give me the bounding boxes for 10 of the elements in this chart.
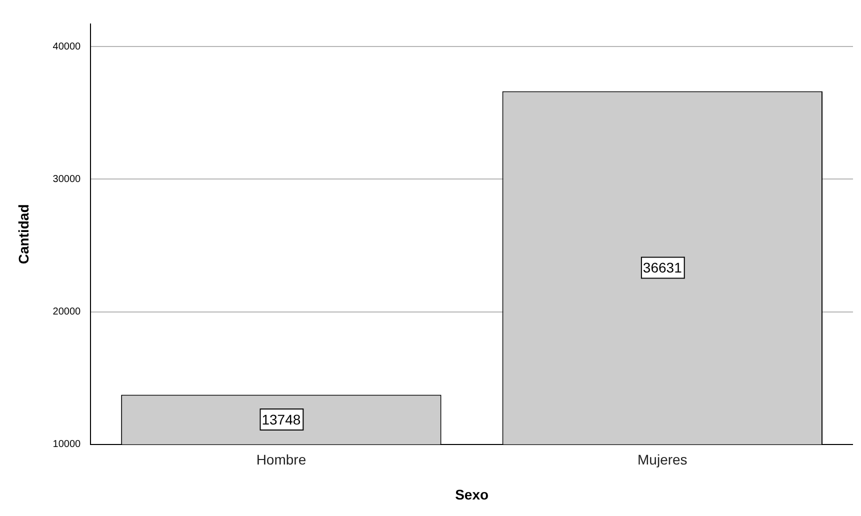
x-tick-label: Hombre [256, 452, 306, 468]
data-label: 13748 [262, 411, 301, 428]
y-axis-title: Cantidad [15, 204, 32, 264]
y-tick-label: 20000 [52, 306, 82, 318]
y-tick-label: 30000 [52, 174, 82, 185]
x-axis-title: Sexo [455, 486, 489, 502]
x-tick-label: Mujeres [638, 452, 688, 468]
data-label: 36631 [642, 260, 682, 276]
y-tick-label: 10000 [52, 439, 82, 450]
y-tick-label: 40000 [52, 41, 82, 52]
